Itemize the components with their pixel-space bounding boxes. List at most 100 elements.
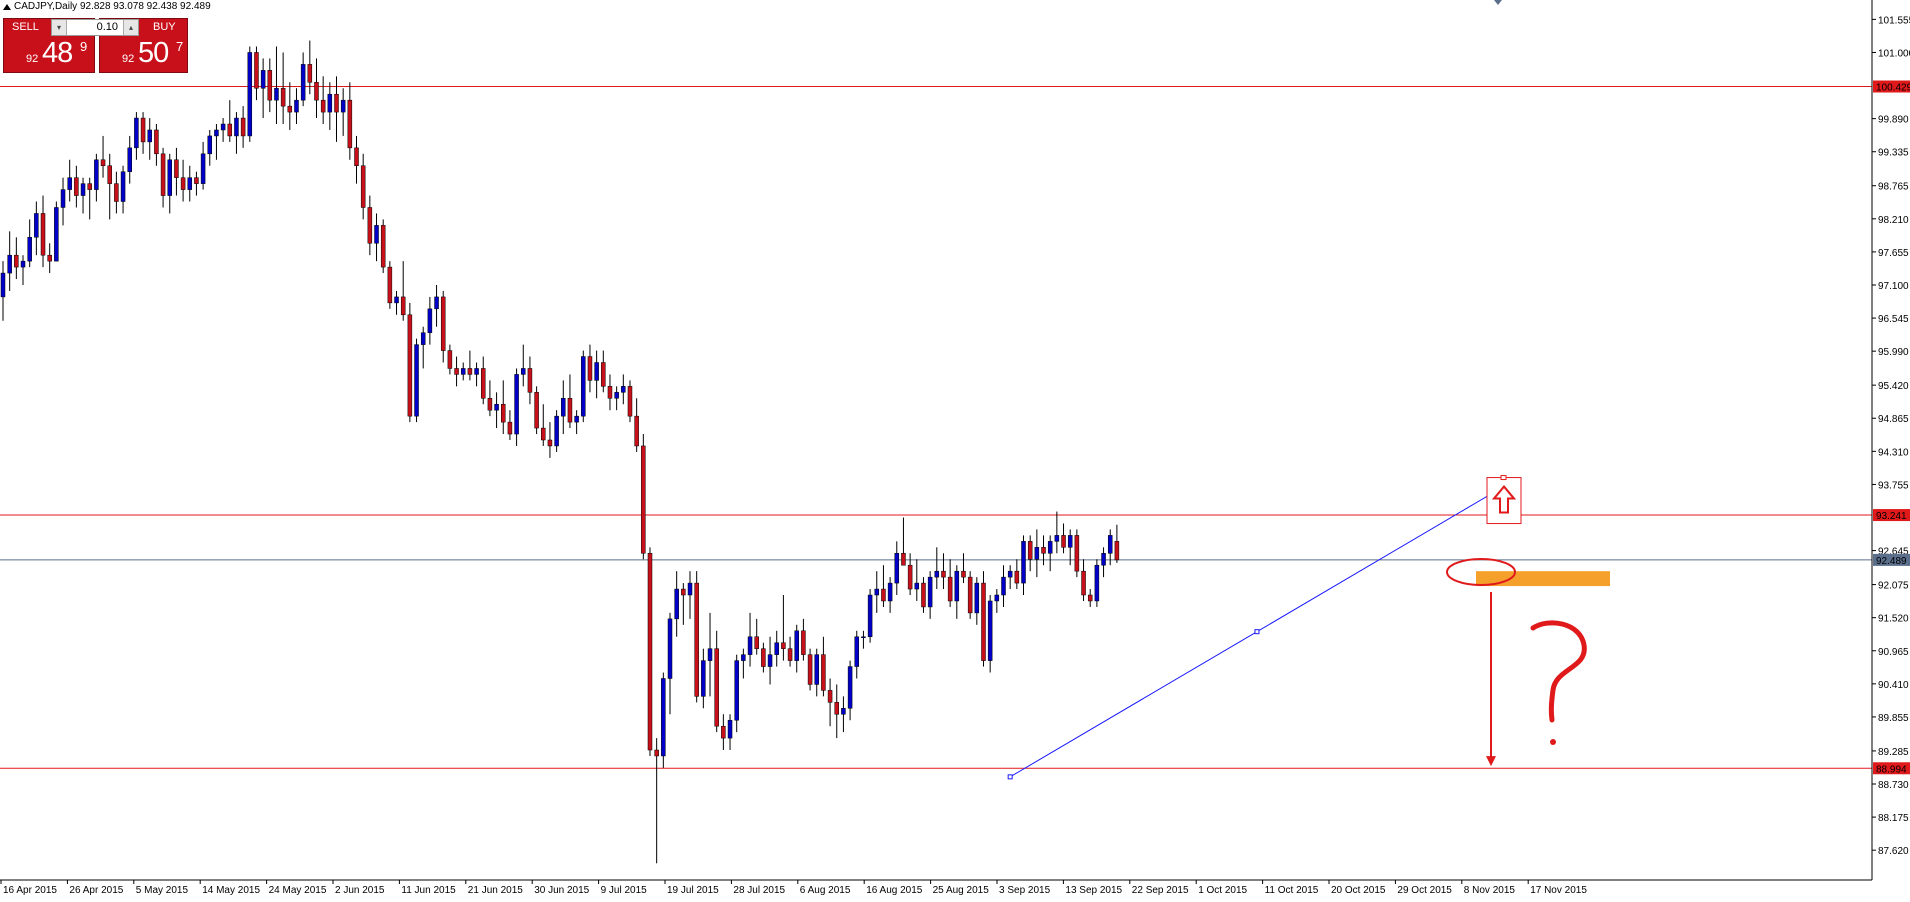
candle-body [767,654,773,667]
price-tick-label: 97.655 [1878,248,1909,259]
lot-size-field[interactable]: ▾ 0.10 ▴ [51,19,139,36]
time-tick-label: 11 Oct 2015 [1265,885,1319,896]
candle-body [954,570,960,602]
candle-body [387,266,393,304]
candle-body [267,70,273,101]
candle-body [1107,535,1113,554]
candle-body [120,171,126,202]
price-label-text: 100.429 [1876,83,1910,94]
lot-size-value[interactable]: 0.10 [96,21,118,33]
candle-body [67,177,72,190]
candle-body [754,636,759,649]
lot-increase-icon[interactable]: ▴ [123,20,138,35]
candle-body [667,618,673,679]
time-tick-label: 21 Jun 2015 [468,885,523,896]
candle-body [87,183,92,190]
price-tick-label: 94.865 [1878,414,1909,425]
time-tick-label: 26 Apr 2015 [69,885,123,896]
candle-body [987,600,993,661]
candle-body [1034,547,1040,560]
sell-label: SELL [12,21,39,33]
time-tick-label: 29 Oct 2015 [1397,885,1452,896]
candle-body [380,225,386,268]
time-tick-label: 16 Apr 2015 [3,885,57,896]
candle-body [340,99,346,113]
candle-body [460,368,466,375]
lot-decrease-icon[interactable]: ▾ [52,20,67,35]
candle-body [227,123,233,137]
candle-body [1054,535,1060,542]
candle-body [234,117,239,137]
candle-body [554,415,559,447]
candle-body [407,314,413,417]
candle-body [974,582,980,614]
candle-body [981,582,986,661]
sell-button[interactable]: SELL 92 48 9 [3,18,95,73]
candle-body [167,159,172,196]
price-tick-label: 88.730 [1878,780,1909,791]
candle-body [1094,564,1100,602]
candle-body [47,254,52,262]
candle-body [914,582,920,590]
candle-body [1087,594,1093,602]
time-tick-label: 19 Jul 2015 [667,885,719,896]
candle-body [881,588,886,602]
candle-body [194,177,199,184]
time-tick-label: 30 Jun 2015 [534,885,589,896]
candle-body [921,582,926,608]
candle-body [547,439,553,447]
candle-body [867,594,873,637]
candle-body [674,588,679,620]
candle-body [1067,535,1073,548]
time-tick-label: 17 Nov 2015 [1530,885,1587,896]
question-mark-icon [1530,620,1587,723]
candle-body [781,642,786,649]
candle-body [1001,576,1006,596]
price-tick-label: 94.310 [1878,447,1909,458]
candle-body [801,630,806,655]
candle-body [941,570,946,578]
candle-body [1101,553,1106,566]
candle-body [507,421,513,435]
candle-body [681,588,686,596]
candle-body [927,576,933,608]
candle-body [260,70,266,89]
candle-body [287,105,293,113]
candle-body [994,594,1000,602]
candle-body [887,582,893,602]
candle-body [834,702,839,715]
candle-body [1061,535,1066,548]
price-tick-label: 99.890 [1878,115,1909,126]
candle-body [907,564,913,590]
candle-body [140,117,146,143]
price-tick-label: 90.410 [1878,680,1909,691]
trendline-handle [1007,774,1013,780]
price-tick-label: 98.765 [1878,182,1909,193]
time-tick-label: 1 Oct 2015 [1198,885,1247,896]
candle-body [20,260,26,268]
candle-body [774,642,779,655]
candle-body [400,296,406,316]
price-tick-label: 97.100 [1878,281,1909,292]
buy-price-sup: 7 [176,39,184,54]
down-arrow-head [1486,756,1496,767]
time-tick-label: 3 Sep 2015 [999,885,1051,896]
candle-body [214,129,219,137]
candle-body [661,678,666,757]
trendline-handle [1254,629,1260,635]
candle-body [894,553,900,584]
candle-body [480,368,486,399]
candle-body [901,553,906,566]
candle-body [821,654,826,691]
candle-body [567,398,573,423]
candle-body [374,225,379,244]
candle-body [947,576,953,602]
symbol-dropdown-icon[interactable] [3,4,11,10]
candle-body [254,52,259,89]
time-tick-label: 8 Nov 2015 [1464,885,1516,896]
candle-body [274,87,279,101]
candle-body [414,344,419,417]
price-tick-label: 89.855 [1878,713,1909,724]
